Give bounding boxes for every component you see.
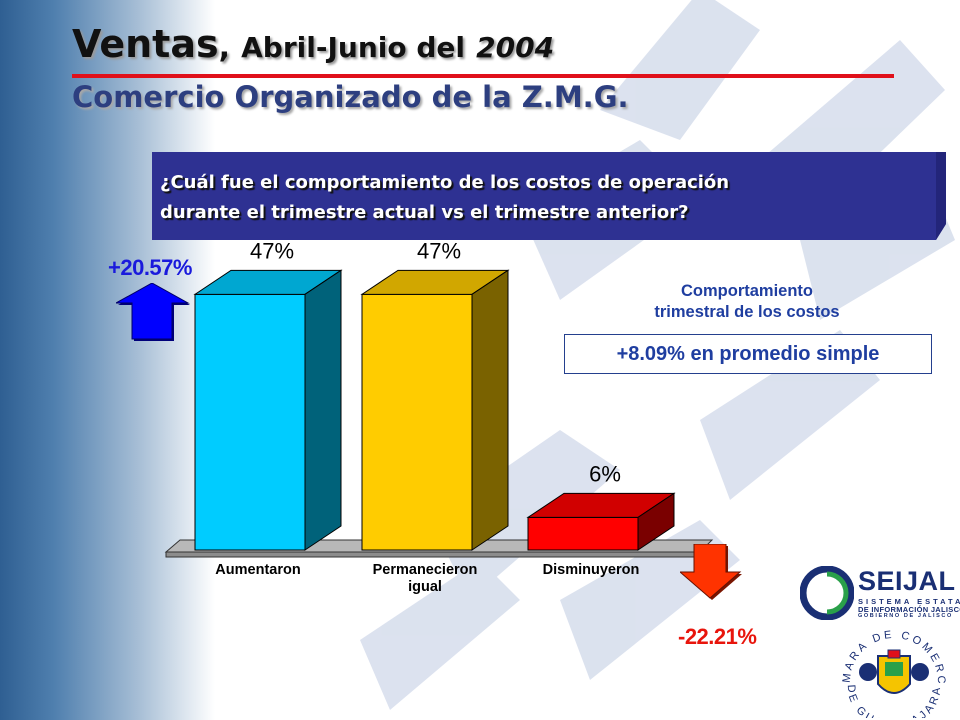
title-separator: ,	[218, 30, 230, 65]
decrease-percentage: -22.21%	[678, 624, 757, 649]
bar-3	[526, 492, 676, 551]
costs-caption-line-2: trimestral de los costos	[654, 303, 840, 321]
up-arrow-shape	[116, 283, 190, 340]
bar-1	[193, 269, 343, 551]
bar-front-3	[527, 516, 639, 551]
down-arrow-icon	[680, 544, 742, 600]
increase-percentage: +20.57%	[108, 255, 192, 280]
category-label-2: Permanecieron igual	[373, 562, 478, 595]
bar-value-label-1: 47%	[250, 238, 294, 263]
page-subtitle: Comercio Organizado de la Z.M.G.	[72, 80, 629, 114]
bar-value-label-3: 6%	[589, 461, 621, 486]
value-labels-group: 47% 47% 6%	[250, 238, 621, 486]
title-underline	[72, 74, 894, 78]
question-line-2: durante el trimestre actual vs el trimes…	[160, 202, 689, 223]
bar-2	[360, 269, 510, 551]
page-title: Ventas, Abril-Junio del 2004	[72, 22, 554, 66]
title-main: Ventas	[72, 22, 219, 66]
shield-icon	[859, 649, 929, 694]
bar-side-1	[304, 269, 342, 551]
seijal-line-3: GOBIERNO DE JALISCO	[858, 613, 953, 619]
question-text: ¿Cuál fue el comportamiento de los costo…	[160, 168, 930, 228]
costs-caption-line-1: Comportamiento	[681, 282, 813, 300]
chamber-seal-logo: CAMARA DE COMERCIO DE GUADALAJARA	[838, 626, 944, 718]
title-year: 2004	[476, 31, 555, 64]
average-box: +8.09% en promedio simple	[564, 334, 932, 374]
seijal-line-2: DE INFORMACIÓN JALISCO	[858, 605, 960, 614]
category-label-3: Disminuyeron	[543, 562, 640, 578]
bar-value-label-2: 47%	[417, 238, 461, 263]
bars-group	[193, 269, 676, 551]
up-arrow-icon	[116, 283, 190, 341]
bar-front-2	[361, 293, 473, 551]
seijal-name: SEIJAL	[858, 566, 956, 596]
bar-front-1	[194, 293, 306, 551]
title-period: Abril-Junio del	[241, 31, 465, 64]
category-label-1: Aumentaron	[215, 562, 300, 578]
seijal-line-1: SISTEMA ESTATAL	[858, 597, 960, 606]
bar-side-2	[471, 269, 509, 551]
left-gradient-band	[0, 0, 215, 720]
question-banner	[152, 152, 946, 240]
bar-side-3	[637, 492, 675, 551]
question-line-1: ¿Cuál fue el comportamiento de los costo…	[160, 172, 730, 193]
down-arrow-shape	[680, 544, 742, 599]
seijal-emblem-icon	[799, 565, 855, 621]
category-labels-group: Aumentaron Permanecieron igual Disminuyeron	[215, 562, 639, 595]
costs-caption: Comportamiento trimestral de los costos	[600, 281, 894, 323]
seijal-logo: SEIJAL SISTEMA ESTATAL DE INFORMACIÓN JA…	[799, 565, 960, 621]
